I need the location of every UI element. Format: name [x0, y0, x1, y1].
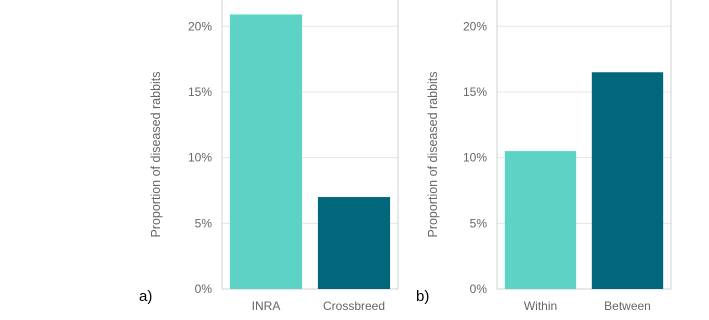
bar-crossbreed — [317, 197, 391, 289]
y-tick-label: 10% — [463, 151, 487, 165]
y-axis-title: Proportion of diseased rabbits — [426, 71, 440, 237]
x-tick-label: Between — [604, 299, 651, 313]
x-tick-label: Crossbreed — [323, 299, 385, 313]
bar-between — [591, 72, 664, 289]
bar-within — [504, 151, 577, 289]
panel-label: b) — [416, 288, 429, 305]
y-tick-label: 5% — [195, 216, 213, 230]
x-tick-label: INRA — [252, 299, 281, 313]
y-tick-label: 15% — [188, 85, 212, 99]
panel-label: a) — [139, 288, 152, 305]
y-tick-label: 0% — [195, 282, 213, 296]
x-tick-label: Within — [524, 299, 557, 313]
y-tick-label: 10% — [188, 151, 212, 165]
y-tick-label: 0% — [470, 282, 488, 296]
y-tick-label: 15% — [463, 85, 487, 99]
bar-inra — [229, 14, 303, 289]
y-tick-label: 20% — [188, 19, 212, 33]
y-tick-label: 20% — [463, 19, 487, 33]
y-tick-label: 5% — [470, 216, 488, 230]
y-axis-title: Proportion of diseased rabbits — [149, 71, 163, 237]
